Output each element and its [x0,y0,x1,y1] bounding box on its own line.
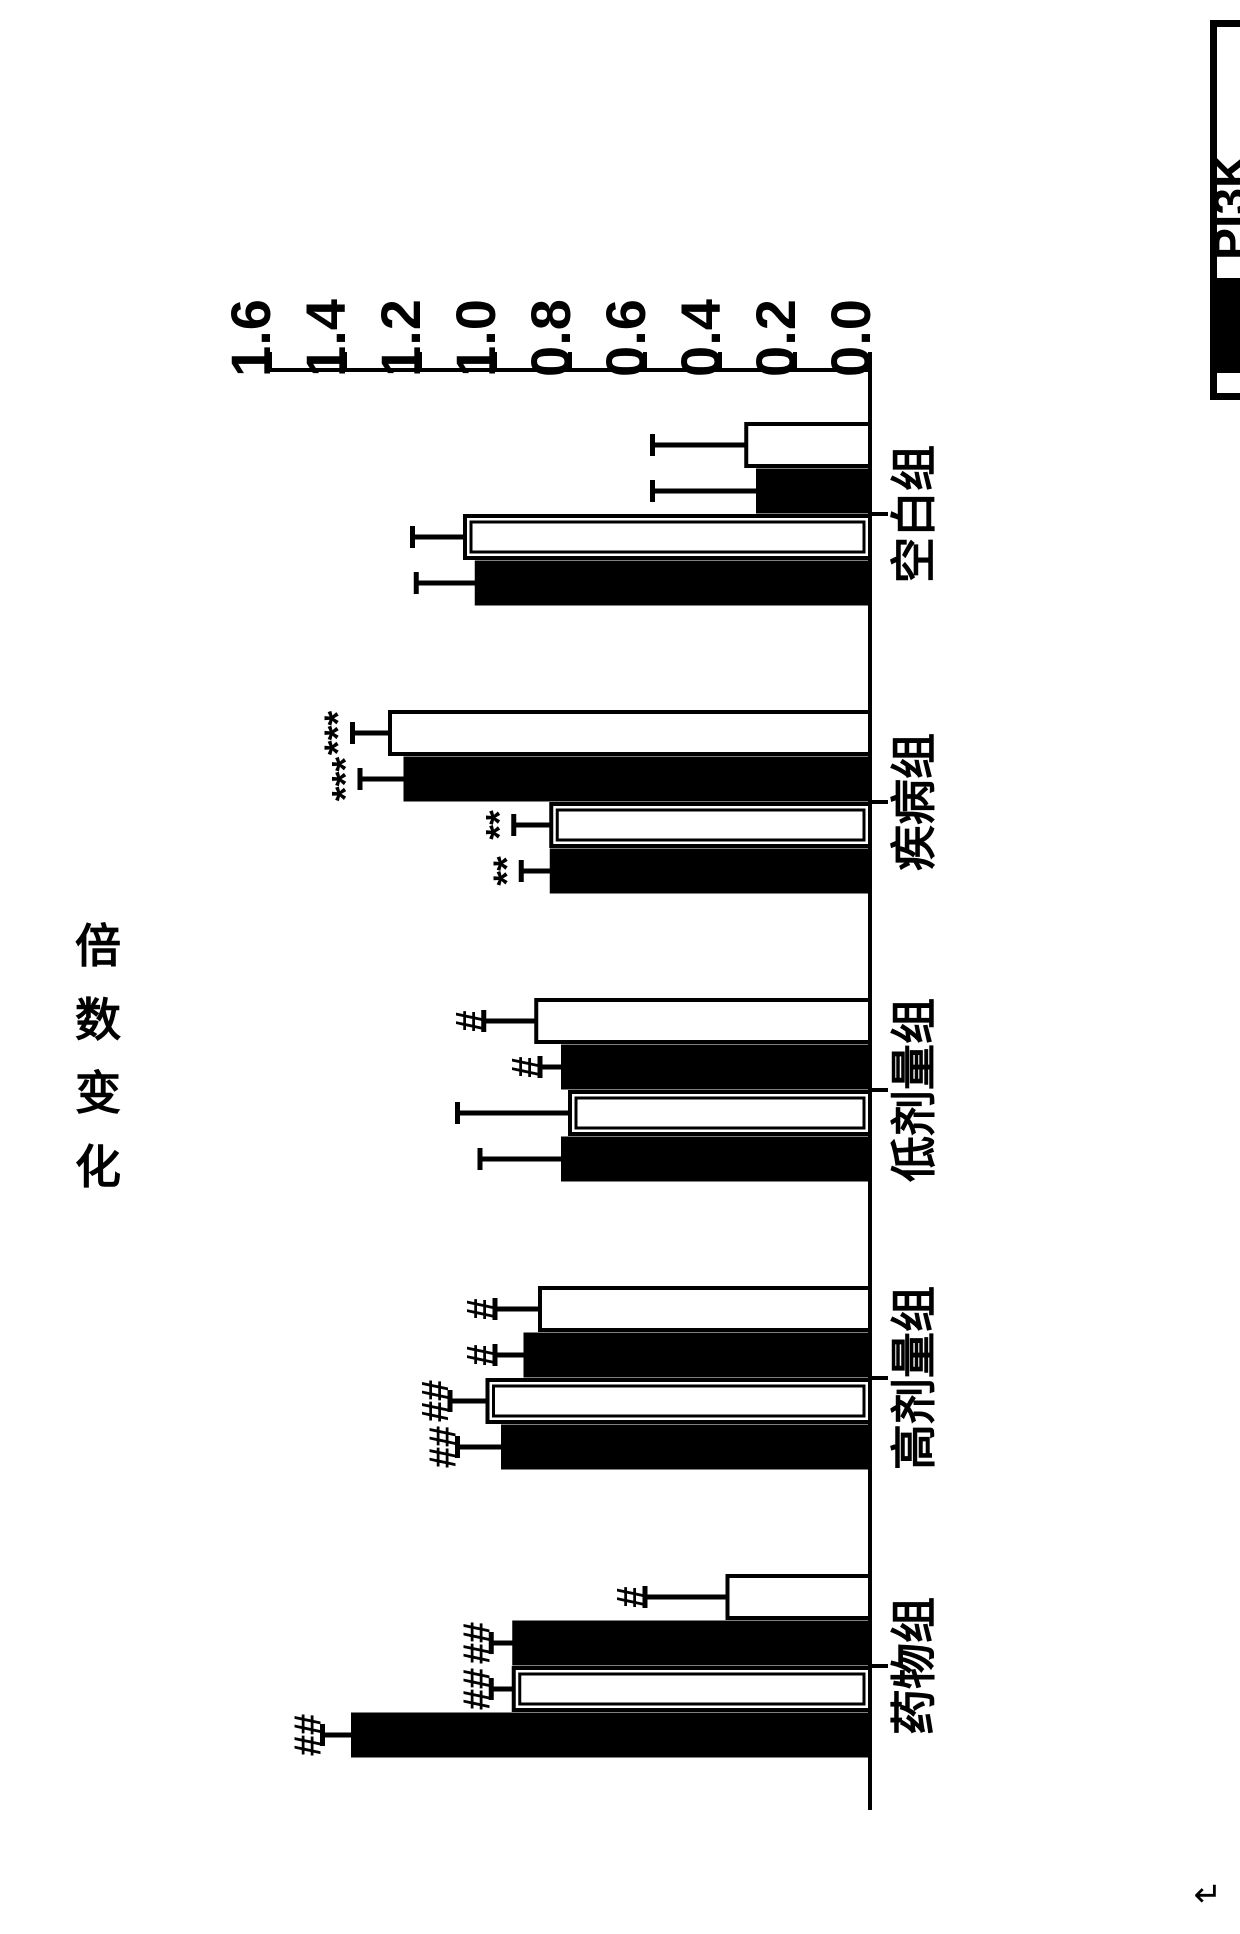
significance-annotation: ## [423,1426,465,1468]
significance-annotation: # [449,1010,491,1031]
significance-annotation: ** [486,856,528,886]
significance-annotation: ## [456,1622,498,1664]
value-tick-label: 0.2 [744,299,807,377]
significance-annotation: # [460,1344,502,1365]
x-axis-label-char: 倍 [75,910,121,984]
significance-annotation: *** [325,757,367,802]
category-label: 药物组 [888,1597,940,1735]
value-tick-label: 1.4 [294,299,357,377]
significance-annotation: # [610,1586,652,1607]
value-tick-label: 1.6 [219,299,282,377]
category-label: 空白组 [888,445,940,583]
legend-swatch [1211,278,1240,373]
category-label: 低剂量组 [888,998,940,1182]
value-tick-label: 1.2 [369,299,432,377]
value-tick-label: 1.0 [444,299,507,377]
chart-root: 0.00.20.40.60.81.01.21.41.6空白组疾病组*******… [0,0,1240,1929]
significance-annotation: *** [318,711,360,756]
x-axis-label: 倍数变化 [75,910,121,1204]
x-axis-label-char: 化 [75,1131,121,1205]
significance-annotation: # [505,1056,547,1077]
category-label: 高剂量组 [888,1286,940,1470]
significance-annotation: ## [288,1714,330,1756]
legend-label: PI3K [1204,153,1240,260]
value-tick-label: 0.0 [819,299,882,377]
significance-annotation: ## [415,1380,457,1422]
value-tick-label: 0.6 [594,299,657,377]
x-axis-label-char: 变 [75,1057,121,1131]
category-label: 疾病组 [888,733,940,871]
x-axis-label-char: 数 [75,984,121,1058]
value-tick-label: 0.4 [669,299,732,377]
significance-annotation: ## [456,1668,498,1710]
footer-arrow: ↵ [1194,1875,1223,1915]
significance-annotation: # [460,1298,502,1319]
legend-item: PI3K [1204,47,1240,373]
value-tick-label: 0.8 [519,299,582,377]
chart-svg: 0.00.20.40.60.81.01.21.41.6空白组疾病组*******… [0,0,1240,1929]
significance-annotation: ** [479,810,521,840]
legend: PI3KBcl2Cyto. CCle. Casp. 3 [1210,20,1240,400]
